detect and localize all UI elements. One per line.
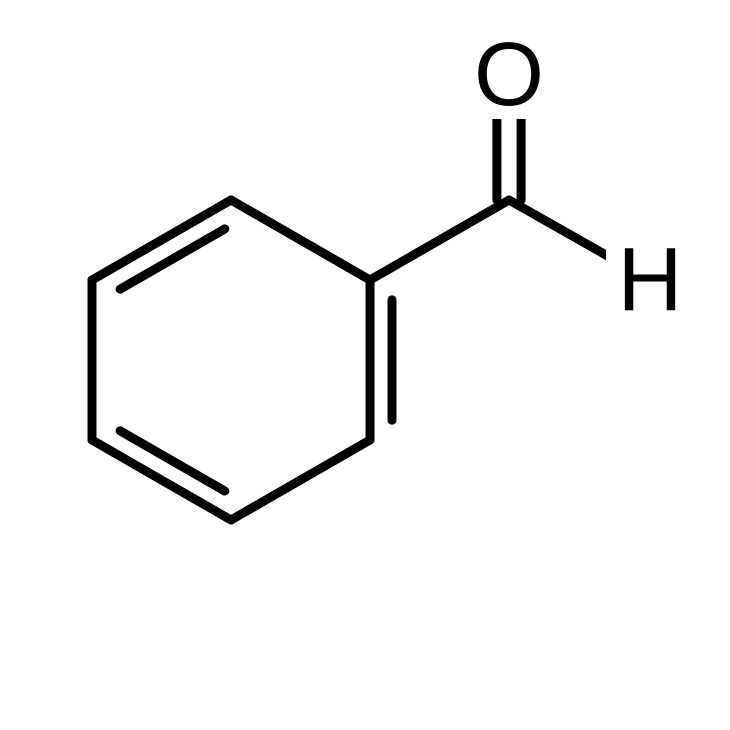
bond (231, 200, 370, 280)
bond (231, 440, 370, 520)
atom-label-h: H (618, 230, 683, 330)
atom-label-o: O (474, 25, 544, 125)
molecule-diagram: OH (0, 0, 730, 730)
bond (509, 200, 613, 259)
bond (370, 200, 509, 280)
